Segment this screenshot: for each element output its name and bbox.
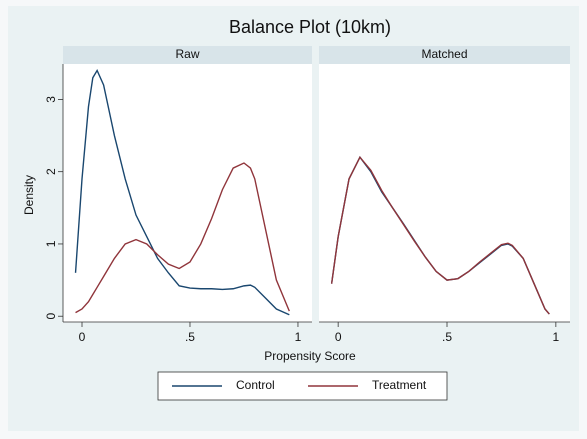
x-tick-label: .5 xyxy=(185,330,195,344)
legend-label: Treatment xyxy=(372,378,427,392)
y-axis-label: Density xyxy=(22,175,36,215)
density-line xyxy=(74,68,290,316)
density-line xyxy=(330,155,550,315)
legend-label: Control xyxy=(236,378,275,392)
panel-strip xyxy=(319,46,570,64)
y-tick-label: 2 xyxy=(44,168,58,175)
y-tick-label: 1 xyxy=(44,240,58,247)
x-axis-label: Propensity Score xyxy=(264,349,356,363)
chart-title: Balance Plot (10km) xyxy=(229,17,391,37)
plot-area xyxy=(63,64,312,322)
plot-area xyxy=(319,64,570,322)
y-tick-label: 3 xyxy=(44,96,58,103)
density-line xyxy=(75,162,290,314)
x-tick-label: 1 xyxy=(295,330,302,344)
panel-title: Raw xyxy=(175,47,199,61)
x-tick-label: .5 xyxy=(442,330,452,344)
panel-strip xyxy=(63,46,312,64)
x-tick-label: 0 xyxy=(79,330,86,344)
y-tick-label: 0 xyxy=(44,313,58,320)
x-tick-label: 0 xyxy=(335,330,342,344)
x-tick-label: 1 xyxy=(553,330,560,344)
panel-title: Matched xyxy=(421,47,467,61)
